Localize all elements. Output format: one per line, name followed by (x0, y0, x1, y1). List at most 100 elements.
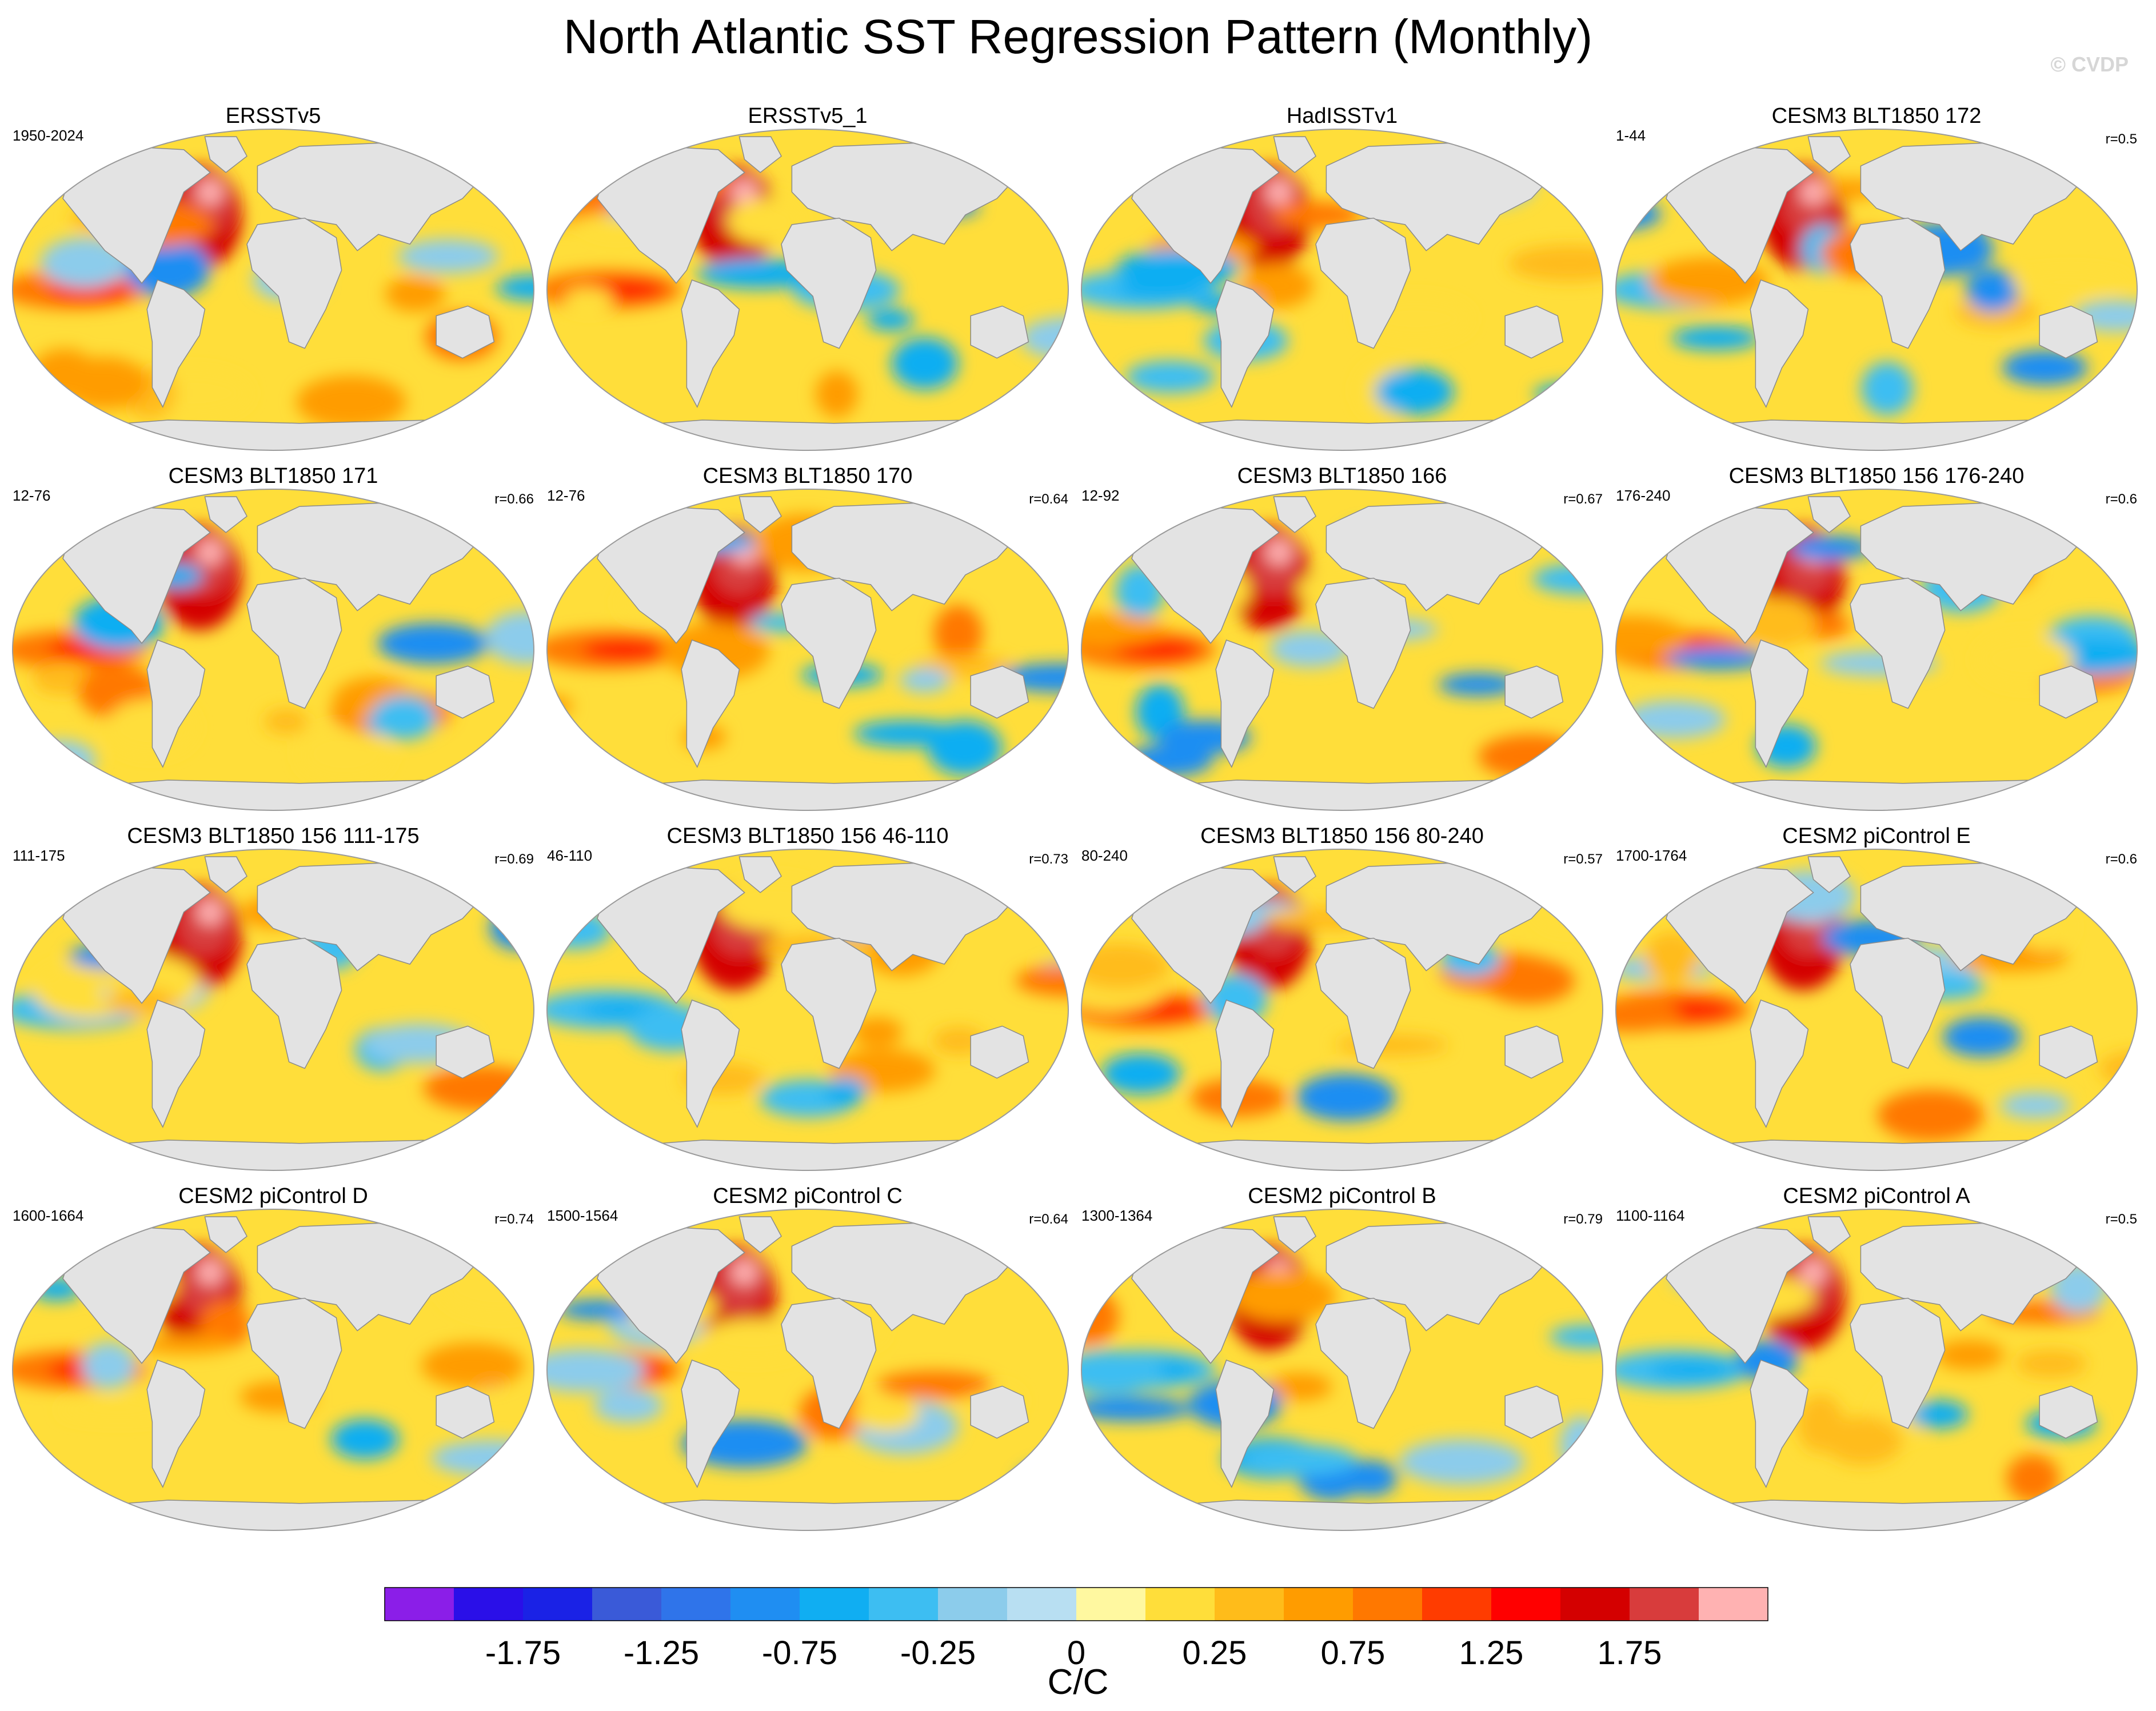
watermark: © CVDP (2050, 53, 2129, 76)
sst-map (546, 129, 1069, 451)
sst-anomaly-region (496, 275, 534, 301)
sst-anomaly-region (421, 1342, 525, 1389)
sst-anomaly-region (998, 663, 1068, 693)
map-panel: CESM3 BLT1850 156 176-240 176-240 r=0.6 (1608, 463, 2145, 817)
sst-anomaly-region (2011, 270, 2128, 294)
land-mass (1215, 279, 1275, 408)
land-mass (2039, 305, 2098, 359)
panel-title: CESM3 BLT1850 172 (1771, 104, 1982, 128)
colorbar-frame (384, 1587, 1768, 1621)
sst-map (12, 1209, 534, 1531)
colorbar-swatch (1076, 1588, 1146, 1621)
sst-anomaly-region (1616, 998, 1681, 1032)
land-mass (597, 1226, 745, 1364)
map-border (12, 1209, 534, 1531)
land-mass (970, 1025, 1029, 1079)
colorbar-tick-label: 0 (1067, 1634, 1085, 1672)
land-mass (62, 866, 211, 1004)
colorbar-tick-label: 1.75 (1598, 1634, 1662, 1672)
panel-period-label: 1950-2024 (13, 127, 84, 144)
sst-anomaly-region (877, 1371, 993, 1399)
sst-map (1615, 489, 2138, 811)
sst-map (1081, 1209, 1603, 1531)
sst-anomaly-region (731, 179, 758, 205)
land-mass (970, 305, 1029, 359)
land-mass (681, 279, 740, 408)
sst-map (1615, 129, 2138, 451)
sst-anomaly-region (138, 1334, 236, 1354)
colorbar-swatch (730, 1588, 800, 1621)
panel-period-label: 12-92 (1081, 487, 1120, 504)
land-mass (1215, 1359, 1275, 1488)
sst-map (1081, 489, 1603, 811)
panel-title: CESM2 piControl C (713, 1184, 903, 1208)
sst-anomaly-region (1789, 535, 1872, 561)
panel-title: CESM3 BLT1850 156 46-110 (666, 824, 949, 848)
sst-map (546, 849, 1069, 1171)
map-border (1615, 129, 2138, 451)
colorbar-swatch (1145, 1588, 1215, 1621)
colorbar-tick-label: -0.75 (762, 1634, 837, 1672)
land-mass (1131, 506, 1280, 644)
land-mass (1850, 217, 1946, 349)
land-mass (1315, 1297, 1411, 1429)
map-panel: CESM2 piControl D 1600-1664 r=0.74 (5, 1183, 542, 1537)
panel-period-label: 111-175 (13, 847, 65, 864)
panel-period-label: 1600-1664 (13, 1207, 84, 1224)
sst-anomaly-region (60, 357, 149, 410)
sst-anomaly-region (385, 276, 445, 312)
land-mass (1504, 665, 1564, 719)
land-mass (146, 1359, 206, 1488)
sst-anomaly-region (2073, 299, 2137, 332)
map-border (1615, 849, 2138, 1171)
sst-anomaly-region (824, 1077, 867, 1106)
sst-anomaly-region (377, 622, 489, 665)
land-mass (1750, 279, 1809, 408)
sst-anomaly-region (1478, 734, 1583, 779)
land-mass (1099, 419, 1584, 450)
map-panel: ERSSTv5_1 (539, 103, 1076, 457)
sst-anomaly-region (547, 1349, 645, 1393)
panel-correlation-label: r=0.74 (494, 1212, 534, 1227)
land-mass (62, 1226, 211, 1364)
sst-anomaly-region (1269, 630, 1350, 667)
sst-anomaly-region (1616, 615, 1688, 658)
sst-anomaly-region (581, 639, 666, 660)
land-mass (1099, 779, 1584, 810)
land-mass (62, 506, 211, 644)
panel-title: CESM2 piControl D (178, 1184, 368, 1208)
panel-period-label: 80-240 (1081, 847, 1128, 864)
sst-anomaly-region (1666, 647, 1770, 670)
land-mass (1807, 1216, 1851, 1253)
map-panel: CESM3 BLT1850 156 80-240 80-240 r=0.57 (1073, 823, 1611, 1177)
panel-correlation-label: r=0.57 (1563, 851, 1603, 867)
land-mass (246, 1297, 342, 1429)
sst-anomaly-region (397, 239, 498, 274)
map-panel: CESM3 BLT1850 156 111-175 111-175 r=0.69 (5, 823, 542, 1177)
sst-anomaly-region (700, 1318, 808, 1360)
colorbar-tick-label: -0.25 (900, 1634, 976, 1672)
panel-title: CESM2 piControl E (1782, 824, 1971, 848)
sst-anomaly-region (1081, 1396, 1192, 1422)
land-mass (204, 1216, 247, 1253)
map-border (546, 489, 1069, 811)
sst-anomaly-region (564, 287, 614, 311)
map-panel: HadISSTv1 (1073, 103, 1611, 457)
panel-correlation-label: r=0.5 (2105, 131, 2137, 147)
sst-anomaly-region (1020, 317, 1068, 359)
sst-anomaly-region (1399, 1439, 1525, 1485)
land-mass (1666, 866, 1814, 1004)
sst-anomaly-region (330, 1419, 400, 1460)
land-mass (1099, 1140, 1584, 1170)
land-mass (204, 136, 247, 173)
panel-title: CESM3 BLT1850 156 111-175 (127, 824, 420, 848)
sst-anomaly-region (1125, 361, 1216, 393)
land-mass (1273, 136, 1316, 173)
land-mass (1850, 1297, 1946, 1429)
land-mass (1273, 496, 1316, 533)
sst-anomaly-region (726, 198, 802, 245)
land-mass (970, 1385, 1029, 1439)
panel-correlation-label: r=0.64 (1029, 491, 1068, 507)
map-panel: CESM2 piControl A 1100-1164 r=0.5 (1608, 1183, 2145, 1537)
land-mass (1807, 136, 1851, 173)
